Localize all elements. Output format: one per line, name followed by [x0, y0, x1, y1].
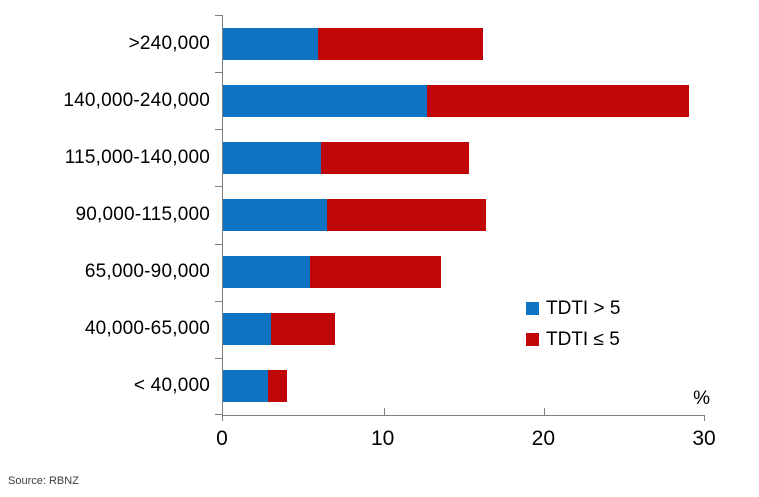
stacked-bar [223, 141, 469, 174]
axis-corner-tick [222, 415, 223, 421]
x-axis-tick-label: 0 [216, 427, 228, 450]
stacked-bar [223, 256, 442, 289]
stacked-bar [223, 313, 336, 346]
source-note: Source: RBNZ [8, 475, 79, 487]
x-axis-unit-label: % [693, 388, 710, 409]
category-label: 115,000-140,000 [64, 146, 210, 168]
category-label: < 40,000 [133, 375, 210, 397]
bar-segment-tdti-gt-5 [223, 141, 321, 174]
legend-label: TDTI ≤ 5 [546, 328, 620, 350]
x-axis-tick [383, 408, 385, 415]
bar-row [223, 358, 705, 415]
bar-row [223, 186, 705, 243]
legend-swatch-red-icon [526, 333, 539, 346]
y-axis-tick [215, 72, 222, 74]
x-axis-tick-label: 10 [370, 427, 395, 450]
y-axis-tick [215, 15, 222, 16]
bar-segment-tdti-le-5 [267, 370, 288, 403]
y-axis-tick [215, 186, 222, 188]
bar-segment-tdti-le-5 [317, 27, 484, 60]
x-axis-tick-label: 30 [692, 427, 716, 450]
legend-item-tdti-gt-5: TDTI > 5 [526, 293, 620, 324]
category-label: 140,000-240,000 [63, 89, 210, 111]
x-axis-tick-labels: 0 10 20 30 [0, 427, 759, 457]
bar-row [223, 15, 705, 72]
bar-segment-tdti-le-5 [427, 84, 689, 117]
y-axis-tick [215, 414, 222, 415]
bar-row [223, 129, 705, 186]
legend: TDTI > 5 TDTI ≤ 5 [526, 293, 620, 355]
x-axis-tick-label: 20 [531, 427, 555, 450]
legend-label: TDTI > 5 [546, 297, 621, 319]
bar-row [223, 72, 705, 129]
plot-area [215, 15, 705, 421]
y-axis-tick [215, 243, 222, 245]
category-label: >240,000 [128, 32, 210, 54]
bar-segment-tdti-gt-5 [223, 313, 272, 346]
bar-segment-tdti-gt-5 [223, 84, 428, 117]
category-label: 40,000-65,000 [84, 318, 210, 340]
bar-segment-tdti-le-5 [327, 198, 487, 231]
x-axis-tick [544, 408, 546, 415]
x-axis-tick [704, 415, 705, 421]
stacked-bar [223, 27, 484, 60]
bar-segment-tdti-gt-5 [223, 370, 268, 403]
bar-segment-tdti-gt-5 [223, 27, 318, 60]
bar-segment-tdti-le-5 [271, 313, 336, 346]
bar-segment-tdti-gt-5 [223, 198, 328, 231]
stacked-bar [223, 198, 487, 231]
stacked-bar [223, 370, 288, 403]
y-axis-category-labels: >240,000 140,000-240,000 115,000-140,000 90… [0, 15, 210, 415]
bar-segment-tdti-le-5 [309, 256, 442, 289]
bar-segment-tdti-gt-5 [223, 256, 310, 289]
category-label: 90,000-115,000 [75, 203, 210, 225]
y-axis-tick [215, 129, 222, 131]
bar-segment-tdti-le-5 [321, 141, 469, 174]
bar-row [223, 244, 705, 301]
legend-item-tdti-le-5: TDTI ≤ 5 [526, 324, 620, 355]
category-label: 65,000-90,000 [84, 261, 210, 283]
bar-row [223, 301, 705, 358]
stacked-bar [223, 84, 689, 117]
y-axis-tick [215, 300, 222, 302]
legend-swatch-blue-icon [526, 302, 539, 315]
y-axis-tick [215, 357, 222, 359]
